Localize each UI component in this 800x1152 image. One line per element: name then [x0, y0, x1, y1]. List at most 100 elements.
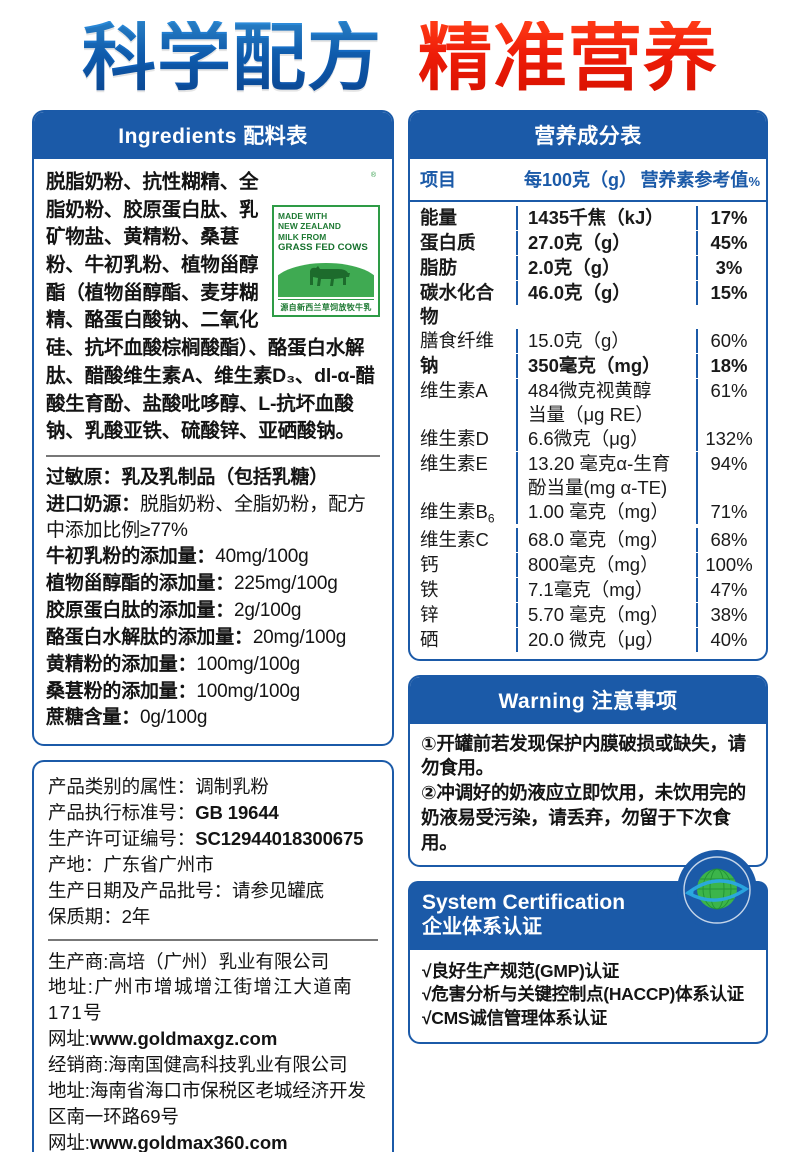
company-row: 经销商:海南国健高科技乳业有限公司	[48, 1052, 378, 1078]
detail-row: 酪蛋白水解肽的添加量：20mg/100g	[46, 625, 380, 651]
amount-line1: 13.20 毫克α-生育	[528, 453, 671, 475]
info-row: 产品执行标准号：GB 19644	[48, 800, 378, 826]
info-row: 产地：广东省广州市	[48, 852, 378, 878]
warning-title: Warning 注意事项	[410, 676, 766, 724]
nutrient-nrv: 18%	[710, 355, 748, 377]
product-info-panel: 产品类别的属性：调制乳粉 产品执行标准号：GB 19644 生产许可证编号：SC…	[32, 760, 394, 1152]
nutrient-name: 能量	[420, 207, 458, 228]
nutrient-nrv: 40%	[710, 628, 748, 650]
table-row: 维生素C 68.0 毫克（mg） 68%	[420, 527, 760, 553]
nutrient-amount: 68.0 毫克（mg）	[516, 527, 698, 552]
nutrient-name: 钙	[420, 553, 439, 575]
cow-icon	[310, 266, 350, 287]
banner-left-text: 科学配方	[82, 15, 382, 101]
info-label: 生产许可证编号：	[48, 827, 196, 849]
info-label: 产品执行标准号：	[48, 802, 196, 824]
nz-badge-line1: MADE WITH	[278, 211, 328, 221]
nz-badge-text: MADE WITH NEW ZEALAND MILK FROM GRASS FE…	[278, 211, 374, 253]
nutrient-amount: 13.20 毫克α-生育 酚当量(mg α-TE)	[516, 452, 698, 501]
company-label: 地址:	[48, 1079, 90, 1101]
table-row: 钠 350毫克（mg） 18%	[420, 354, 760, 379]
hill-shape	[278, 263, 374, 298]
nutrient-amount: 27.0克（g）	[516, 231, 698, 256]
detail-row: 牛初乳粉的添加量：40mg/100g	[46, 544, 380, 570]
nz-badge-line2: NEW ZEALAND	[278, 221, 341, 232]
info-label: 保质期：	[48, 905, 122, 927]
nz-badge-line3: MILK FROM	[278, 231, 327, 242]
nutrient-amount: 6.6微克（μg）	[516, 427, 698, 452]
certification-item: √CMS诚信管理体系认证	[422, 1007, 607, 1028]
nutrient-name: 硒	[420, 628, 439, 650]
ingredients-title: Ingredients 配料表	[34, 112, 392, 159]
cow-illustration	[278, 255, 374, 298]
nutrient-nrv: 132%	[705, 428, 753, 450]
registered-mark: ®	[370, 172, 376, 179]
detail-value: 100mg/100g	[196, 680, 301, 702]
company-row: 生产商:高培（广州）乳业有限公司	[48, 949, 378, 975]
ingredients-panel: Ingredients 配料表 ® MADE WITH NEW ZEALAND …	[32, 110, 394, 747]
company-row: 地址:海南省海口市保税区老城经济开发区南一环路69号	[48, 1078, 378, 1130]
info-value: GB 19644	[195, 802, 279, 824]
company-website[interactable]: www.goldmaxgz.com	[89, 1028, 278, 1050]
nutrient-nrv: 17%	[710, 207, 748, 228]
company-label: 地址:	[48, 976, 95, 998]
detail-row: 桑葚粉的添加量：100mg/100g	[46, 679, 380, 705]
company-row: 网址:www.goldmax360.com	[48, 1130, 378, 1152]
detail-label: 酪蛋白水解肽的添加量：	[46, 626, 253, 648]
certification-item: √危害分析与关键控制点(HACCP)体系认证	[422, 984, 744, 1005]
warning-body: ①开罐前若发现保护内膜破损或缺失，请勿食用。 ②冲调好的奶液应立即饮用，未饮用完…	[410, 724, 766, 866]
nutrient-nrv: 38%	[710, 603, 748, 625]
detail-label: 植物甾醇酯的添加量：	[46, 573, 235, 595]
certification-body: √良好生产规范(GMP)认证 √危害分析与关键控制点(HACCP)体系认证 √C…	[410, 950, 766, 1042]
amount-line1: 484微克视黄醇	[528, 380, 652, 402]
detail-label: 胶原蛋白肽的添加量：	[46, 600, 235, 622]
banner-right-text: 精准营养	[418, 15, 718, 101]
detail-value: 0g/100g	[140, 707, 208, 729]
detail-label: 过敏原：	[46, 466, 122, 488]
nutrient-amount: 5.70 毫克（mg）	[516, 602, 698, 627]
left-column: Ingredients 配料表 ® MADE WITH NEW ZEALAND …	[32, 110, 394, 1152]
table-row: 维生素D 6.6微克（μg） 132%	[420, 427, 760, 452]
nutrient-name: 钠	[420, 355, 439, 377]
table-row: 蛋白质 27.0克（g） 45%	[420, 231, 760, 256]
nutrient-name: 碳水化合物	[420, 282, 495, 328]
nutrient-name: 维生素C	[420, 528, 489, 550]
company-row: 地址:广州市增城增江街增江大道南171号	[48, 974, 378, 1026]
company-value: 海南国健高科技乳业有限公司	[108, 1054, 348, 1076]
nutrient-nrv: 68%	[710, 528, 748, 550]
info-divider	[48, 938, 378, 941]
detail-value: 40mg/100g	[215, 546, 309, 568]
nutrient-amount: 800毫克（mg）	[516, 552, 698, 577]
nz-badge-caption: 源自新西兰草饲放牧牛乳	[278, 299, 374, 313]
detail-row: 过敏原：乳及乳制品（包括乳糖）	[46, 465, 380, 491]
ingredients-details: 过敏原：乳及乳制品（包括乳糖） 进口奶源：脱脂奶粉、全脂奶粉，配方中添加比例≥7…	[46, 465, 380, 731]
nutrient-amount: 484微克视黄醇 当量（μg RE）	[516, 379, 698, 428]
table-row: 维生素B6 1.00 毫克（mg） 71%	[420, 500, 760, 527]
detail-label: 牛初乳粉的添加量：	[46, 546, 216, 568]
nutrient-amount: 1435千焦（kJ）	[516, 206, 698, 231]
info-value: 调制乳粉	[195, 776, 269, 798]
nutrient-name: 膳食纤维	[420, 330, 495, 352]
nutrient-amount: 1.00 毫克（mg）	[516, 500, 698, 525]
nutrition-panel: 营养成分表 项目 每100克（g） 营养素参考值% 能量 1435千焦（kJ） …	[408, 110, 768, 661]
globe-logo	[676, 849, 758, 931]
nutrition-title: 营养成分表	[410, 112, 766, 159]
info-label: 产品类别的属性：	[48, 776, 196, 798]
company-value: 高培（广州）乳业有限公司	[108, 950, 330, 972]
nutrition-rows: 能量 1435千焦（kJ） 17% 蛋白质 27.0克（g） 45% 脂肪 2.…	[410, 202, 766, 659]
company-label: 经销商:	[48, 1054, 109, 1076]
info-row: 生产日期及产品批号：请参见罐底	[48, 878, 378, 904]
info-value: SC12944018300675	[195, 827, 364, 849]
detail-label: 进口奶源：	[46, 493, 141, 515]
distributor-website[interactable]: www.goldmax360.com	[89, 1131, 288, 1152]
nutrient-nrv: 94%	[710, 453, 748, 475]
nutrition-header-row: 项目 每100克（g） 营养素参考值%	[410, 159, 766, 202]
info-label: 生产日期及产品批号：	[48, 879, 233, 901]
header-item: 项目	[420, 170, 456, 190]
info-label: 产地：	[48, 853, 104, 875]
info-row: 保质期：2年	[48, 904, 378, 930]
nutrient-name: 维生素B6	[420, 500, 516, 527]
certification-item: √良好生产规范(GMP)认证	[422, 960, 619, 981]
detail-row: 蔗糖含量：0g/100g	[46, 705, 380, 731]
